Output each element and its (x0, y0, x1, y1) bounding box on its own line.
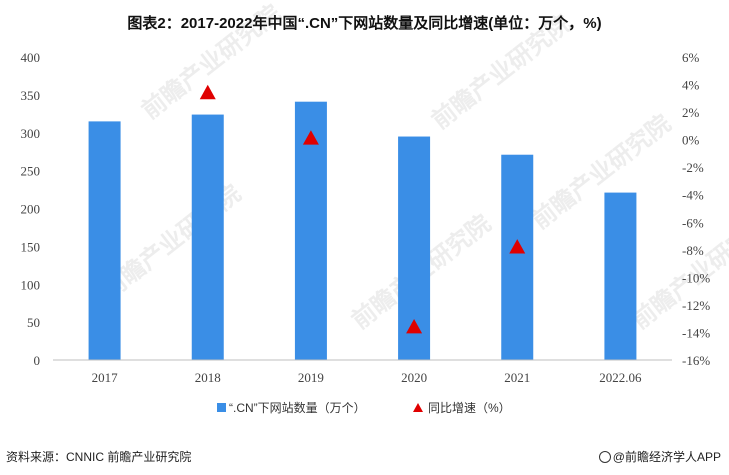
left-y-axis: 0 50 100 150 200 250 300 350 400 (21, 50, 41, 368)
right-axis-tick-label: -14% (682, 325, 710, 340)
growth-marker-2018 (199, 84, 216, 100)
watermark-text: 前瞻产业研究院 (626, 209, 729, 334)
left-axis-tick-label: 0 (34, 353, 41, 368)
legend-marker-label: 同比增速（%） (428, 401, 511, 415)
growth-marker-2019 (302, 130, 319, 145)
x-axis-tick-label: 2018 (195, 370, 221, 385)
brand-text: @前瞻经济学人APP (612, 450, 721, 464)
x-axis-tick-label: 2021 (504, 370, 530, 385)
x-axis-tick-label: 2020 (401, 370, 427, 385)
right-axis-tick-label: 2% (682, 105, 700, 120)
x-axis-labels: 2017 2018 2019 2020 2021 2022.06 (92, 370, 642, 385)
chart-title: 图表2：2017-2022年中国“.CN”下网站数量及同比增速(单位：万个，%) (127, 15, 602, 32)
legend-bar-swatch (217, 403, 226, 412)
legend-marker-swatch (413, 403, 423, 412)
growth-marker-2020 (406, 318, 423, 334)
left-axis-tick-label: 50 (27, 315, 40, 330)
right-axis-tick-label: -10% (682, 270, 710, 285)
right-axis-tick-label: -2% (682, 160, 704, 175)
right-axis-tick-label: 6% (682, 50, 700, 65)
bar-2022.06 (604, 192, 637, 360)
right-axis-tick-label: -6% (682, 215, 704, 230)
right-y-axis: 6% 4% 2% 0% -2% -4% -6% -8% -10% -12% -14% -16% (682, 50, 710, 368)
bar-2017 (88, 121, 121, 360)
left-axis-tick-label: 300 (21, 126, 41, 141)
brand-label: @前瞻经济学人APP (598, 448, 721, 465)
right-axis-tick-label: 4% (682, 78, 700, 93)
brand-logo-icon (598, 451, 611, 463)
left-axis-tick-label: 100 (21, 277, 41, 292)
watermark-text: 前瞻产业研究院 (526, 109, 676, 234)
growth-marker-2021 (509, 239, 526, 254)
left-axis-tick-label: 250 (21, 164, 41, 179)
legend: “.CN”下网站数量（万个） 同比增速（%） (217, 400, 511, 415)
left-axis-tick-label: 200 (21, 202, 41, 217)
left-axis-tick-label: 350 (21, 88, 41, 103)
bar-2021 (501, 154, 534, 360)
right-axis-tick-label: 0% (682, 133, 700, 148)
right-axis-tick-label: -4% (682, 188, 704, 203)
left-axis-tick-label: 400 (21, 50, 41, 65)
x-axis-tick-label: 2019 (298, 370, 324, 385)
growth-series (199, 84, 526, 334)
legend-bar-label: “.CN”下网站数量（万个） (229, 400, 366, 415)
bar-2018 (191, 114, 224, 360)
left-axis-tick-label: 150 (21, 239, 41, 254)
right-axis-tick-label: -16% (682, 353, 710, 368)
right-axis-tick-label: -12% (682, 298, 710, 313)
right-axis-tick-label: -8% (682, 243, 704, 258)
x-axis-tick-label: 2022.06 (599, 370, 642, 385)
x-axis-tick-label: 2017 (92, 370, 119, 385)
source-note: 资料来源：CNNIC 前瞻产业研究院 (6, 450, 192, 464)
bar-2019 (294, 101, 327, 360)
